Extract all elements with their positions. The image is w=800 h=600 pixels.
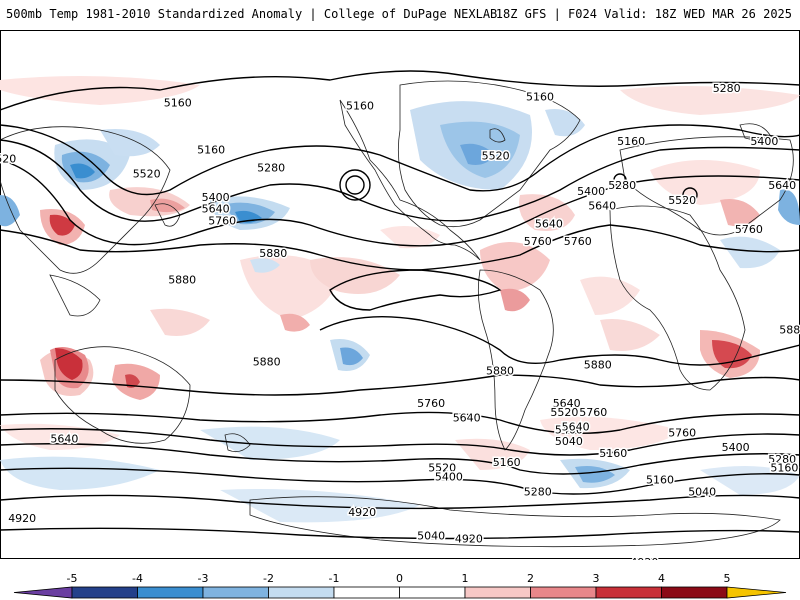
contour-label-51: 4920 [455, 532, 483, 545]
contour-label-35: 5400 [555, 423, 583, 436]
contour-label-25: 5880 [779, 323, 800, 336]
contour-label-32: 5760 [579, 406, 607, 419]
contour-label-33: 5640 [453, 412, 481, 425]
colorbar-tick-0: -5 [67, 572, 78, 585]
colorbar-tick-7: 2 [527, 572, 534, 585]
contour-label-22: 5760 [735, 223, 763, 236]
colorbar-tick-2: -3 [198, 572, 209, 585]
contour-label-11: 5400 [577, 185, 605, 198]
chart-title: 500mb Temp 1981-2010 Standardized Anomal… [6, 7, 498, 21]
contour-label-52: 4920 [630, 556, 658, 560]
contour-label-4: 5520 [0, 153, 16, 166]
contour-label-34: 5760 [668, 426, 696, 439]
contour-label-38: 5160 [599, 447, 627, 460]
colorbar-segment-9 [595, 586, 662, 599]
colorbar-segment-11 [726, 586, 787, 599]
anomaly-map: 5280516051605160552051605400552051605280… [0, 30, 800, 560]
colorbar-segment-8 [530, 586, 597, 599]
contour-label-9: 5280 [257, 161, 285, 174]
contour-label-1: 5160 [164, 97, 192, 110]
contour-label-23: 5880 [259, 247, 287, 260]
contour-label-7: 5520 [133, 167, 161, 180]
colorbar-tick-labels: -5 -4 -3 -2 -1 0 1 2 3 4 5 [67, 572, 731, 585]
colorbar-segment-5 [333, 586, 400, 599]
contour-label-2: 5160 [346, 100, 374, 113]
colorbar-tick-5: 0 [396, 572, 403, 585]
contour-label-26: 5880 [253, 356, 281, 369]
contour-label-37: 5640 [562, 421, 590, 434]
contour-label-43: 5520 [428, 462, 456, 475]
colorbar-segment-10 [661, 586, 728, 599]
height-contours [0, 70, 800, 540]
colorbar-segment-1 [71, 586, 138, 599]
colorbar-segment-0 [13, 586, 73, 599]
contour-label-20: 5760 [524, 235, 552, 248]
colorbar-segment-6 [399, 586, 466, 599]
contour-label-18: 5760 [208, 214, 236, 227]
contour-label-29: 5760 [417, 397, 445, 410]
header: 500mb Temp 1981-2010 Standardized Anomal… [0, 0, 800, 30]
colorbar-tick-8: 3 [593, 572, 600, 585]
contour-labels: 5280516051605160552051605400552051605280… [0, 80, 800, 560]
contour-label-27: 5880 [486, 365, 514, 378]
colorbar-tick-9: 4 [658, 572, 665, 585]
contour-label-39: 5640 [50, 432, 78, 445]
contour-label-40: 5400 [722, 441, 750, 454]
contour-label-44: 5160 [493, 456, 521, 469]
contour-label-49: 4920 [8, 512, 36, 525]
colorbar-segment-3 [202, 586, 269, 599]
warm-anomaly-shading [0, 76, 800, 470]
contour-label-17: 5400 [202, 191, 230, 204]
colorbar-segment-4 [268, 586, 335, 599]
contour-label-8: 5160 [197, 144, 225, 157]
contour-label-3: 5160 [526, 91, 554, 104]
contour-label-0: 5280 [713, 82, 741, 95]
contour-label-46: 5160 [646, 474, 674, 487]
contour-label-30: 5640 [553, 397, 581, 410]
contour-label-13: 5640 [588, 200, 616, 213]
anomaly-colorbar: -5 -4 -3 -2 -1 0 1 2 3 4 5 [13, 572, 787, 599]
contour-label-45: 5400 [435, 471, 463, 484]
colorbar-tick-6: 1 [462, 572, 469, 585]
colorbar-segments [13, 586, 787, 599]
contour-label-6: 5400 [750, 135, 778, 148]
colorbar-tick-3: -2 [263, 572, 274, 585]
colorbar-segment-2 [137, 586, 204, 599]
contour-label-15: 5640 [768, 179, 796, 192]
contour-label-10: 5520 [482, 150, 510, 163]
contour-label-12: 5280 [608, 179, 636, 192]
model-valid-time: 18Z GFS | F024 Valid: 18Z WED MAR 26 202… [495, 7, 792, 21]
colorbar-tick-10: 5 [724, 572, 731, 585]
contour-label-53: 4920 [348, 506, 376, 519]
contour-label-42: 5160 [770, 462, 798, 475]
contour-label-28: 5880 [584, 359, 612, 372]
contour-label-41: 5280 [768, 453, 796, 466]
contour-label-31: 5520 [550, 406, 578, 419]
contour-label-36: 5040 [555, 435, 583, 448]
colorbar-tick-4: -1 [329, 572, 340, 585]
contour-label-14: 5520 [668, 194, 696, 207]
colorbar-tick-1: -4 [132, 572, 143, 585]
contour-label-19: 5640 [535, 217, 563, 230]
contour-label-50: 5040 [417, 529, 445, 542]
contour-label-21: 5760 [564, 235, 592, 248]
contour-label-16: 5640 [202, 203, 230, 216]
contour-label-5: 5160 [617, 135, 645, 148]
contour-label-48: 5040 [688, 485, 716, 498]
contour-label-47: 5280 [524, 485, 552, 498]
contour-label-24: 5880 [168, 273, 196, 286]
colorbar-segment-7 [464, 586, 531, 599]
